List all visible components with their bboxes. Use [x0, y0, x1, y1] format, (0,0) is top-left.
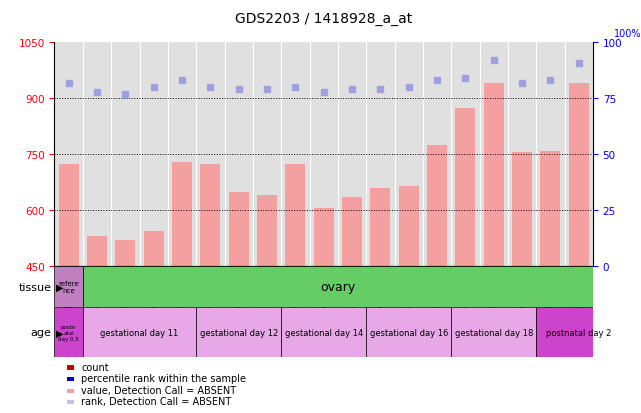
Bar [257, 196, 277, 266]
Bar [54, 266, 83, 308]
Bar [67, 389, 74, 393]
Text: ovary: ovary [320, 280, 356, 294]
Text: tissue: tissue [19, 282, 51, 292]
Bar [451, 308, 537, 357]
Bar [427, 145, 447, 266]
Text: gestational day 11: gestational day 11 [101, 328, 179, 337]
Bar [196, 308, 281, 357]
Bar [285, 164, 305, 266]
Text: ▶: ▶ [56, 328, 64, 337]
Text: percentile rank within the sample: percentile rank within the sample [81, 373, 246, 383]
Bar [512, 153, 532, 266]
Bar [370, 188, 390, 266]
Bar [399, 187, 419, 266]
Text: gestational day 16: gestational day 16 [369, 328, 448, 337]
Bar [59, 164, 79, 266]
Bar [115, 240, 135, 266]
Bar [342, 197, 362, 266]
Bar [87, 237, 107, 266]
Text: age: age [30, 328, 51, 337]
Bar [229, 192, 249, 266]
Bar [456, 108, 476, 266]
Bar [67, 400, 74, 404]
Text: ▶: ▶ [56, 282, 64, 292]
Text: gestational day 18: gestational day 18 [454, 328, 533, 337]
Bar [281, 308, 366, 357]
Text: 100%: 100% [615, 29, 641, 39]
Text: rank, Detection Call = ABSENT: rank, Detection Call = ABSENT [81, 396, 231, 406]
Text: refere
nce: refere nce [58, 280, 79, 294]
Bar [201, 164, 221, 266]
Bar [67, 377, 74, 381]
Bar [569, 84, 588, 266]
Bar [537, 308, 621, 357]
Bar [54, 308, 83, 357]
Bar [314, 209, 333, 266]
Text: postn
atal
day 0.5: postn atal day 0.5 [58, 324, 79, 341]
Bar [366, 308, 451, 357]
Bar [172, 162, 192, 266]
Bar [144, 231, 163, 266]
Bar [540, 151, 560, 266]
Text: count: count [81, 362, 109, 372]
Text: gestational day 14: gestational day 14 [285, 328, 363, 337]
Bar [484, 84, 504, 266]
Bar [67, 366, 74, 370]
Text: value, Detection Call = ABSENT: value, Detection Call = ABSENT [81, 385, 237, 395]
Text: GDS2203 / 1418928_a_at: GDS2203 / 1418928_a_at [235, 12, 412, 26]
Bar [83, 308, 196, 357]
Text: postnatal day 2: postnatal day 2 [546, 328, 612, 337]
Text: gestational day 12: gestational day 12 [199, 328, 278, 337]
